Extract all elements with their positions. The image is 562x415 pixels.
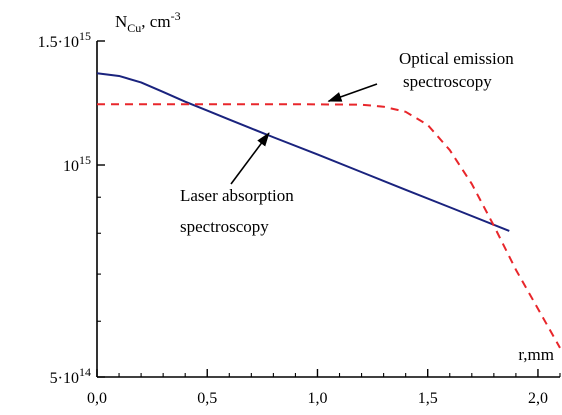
y-label-exp: -3 (171, 9, 181, 23)
annotation-optical: Optical emission spectroscopy (399, 49, 514, 91)
y-tick-mantissa: 5 (50, 370, 58, 387)
x-tick-label: 0,5 (197, 390, 217, 407)
y-label-main: N (115, 12, 127, 31)
series-layer (96, 72, 561, 349)
x-axis-label: r,mm (518, 345, 554, 364)
series-line-optical (97, 103, 561, 349)
y-tick-label: 1.5·1015 (38, 29, 91, 51)
y-tick-base: ·10 (58, 370, 79, 387)
x-tick-label: 1,0 (307, 390, 327, 407)
y-tick-exp: 14 (79, 365, 91, 379)
x-tick-label: 1,5 (418, 390, 438, 407)
annotation-arrow-optical (327, 83, 378, 102)
annotation-optical-line2: spectroscopy (403, 72, 492, 91)
y-label-unit: , cm (141, 12, 170, 31)
annotation-laser: Laser absorption spectroscopy (180, 186, 294, 236)
annotation-arrow-laser (230, 132, 270, 185)
y-tick-base: ·10 (58, 34, 79, 51)
series-line-laser (96, 72, 510, 232)
y-tick-mantissa: 1.5 (38, 34, 58, 51)
annotation-laser-line2: spectroscopy (180, 217, 269, 236)
annotation-laser-line1: Laser absorption (180, 186, 294, 205)
annotation-optical-line1: Optical emission (399, 49, 514, 68)
y-tick-label: 1015 (63, 153, 91, 175)
y-tick-label: 5·1014 (50, 365, 91, 387)
x-tick-label: 2,0 (528, 390, 548, 407)
x-tick-label: 0,0 (87, 390, 107, 407)
y-tick-exp: 15 (79, 29, 91, 43)
y-tick-base: 10 (63, 158, 79, 175)
y-axis-label: NCu, cm-3 (115, 9, 181, 35)
y-label-sub: Cu (127, 21, 141, 35)
y-tick-exp: 15 (79, 153, 91, 167)
